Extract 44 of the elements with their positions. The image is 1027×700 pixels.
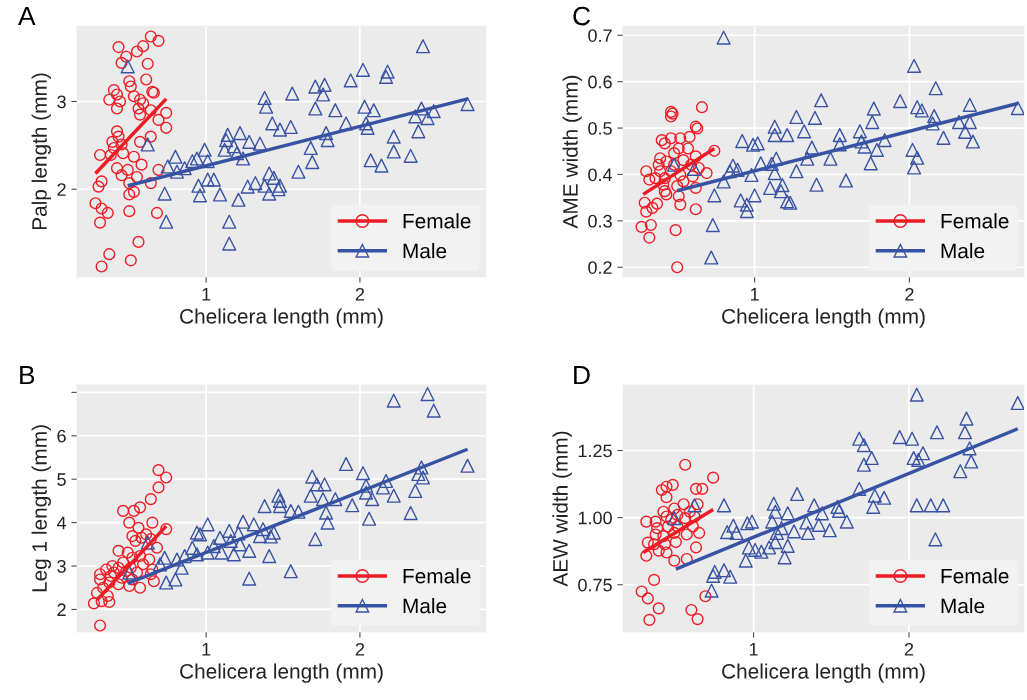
y-tick-label: 4	[56, 516, 67, 530]
y-tick-label: 5	[57, 473, 66, 486]
y-tick-label: 3	[57, 95, 66, 109]
y-tick-label: 0.5	[588, 122, 612, 135]
x-tick-label: 2	[904, 642, 914, 656]
y-tick-label: 0.75	[578, 578, 612, 592]
legend-label: Male	[403, 598, 447, 614]
x-tick-label: 1	[202, 288, 211, 301]
x-tick-label: 2	[355, 642, 365, 656]
legend-label: Male	[941, 243, 985, 259]
legend-label: Male	[403, 243, 447, 259]
y-tick-label: 2	[57, 183, 66, 196]
legend-label: Female	[403, 213, 471, 229]
y-axis-title: Leg 1 length (mm)	[31, 425, 51, 592]
y-tick-label: 2	[57, 603, 66, 616]
y-axis-title: AME width (mm)	[562, 75, 582, 229]
x-axis-title: Chelicera length (mm)	[722, 663, 925, 683]
y-tick-label: 0.7	[588, 29, 612, 42]
y-tick-label: 0.3	[588, 214, 612, 228]
y-tick-label: 1.25	[578, 444, 612, 458]
chart-title: D	[574, 365, 590, 385]
legend-label: Female	[403, 568, 471, 584]
y-axis-title: AEW width (mm)	[552, 431, 572, 587]
x-tick-label: 1	[750, 288, 759, 301]
y-axis-title: Palp length (mm)	[31, 73, 51, 230]
y-tick-label: 0.4	[588, 168, 613, 182]
y-tick-label: 6	[57, 429, 66, 443]
legend-label: Female	[941, 213, 1009, 229]
chart-title: B	[20, 365, 35, 385]
legend-label: Male	[941, 598, 985, 614]
y-tick-label: 1.00	[578, 511, 612, 525]
x-axis-title: Chelicera length (mm)	[180, 663, 383, 683]
chart-title: C	[573, 6, 591, 26]
x-tick-label: 1	[202, 643, 211, 656]
y-tick-label: 3	[57, 559, 66, 573]
x-tick-label: 1	[749, 643, 758, 656]
x-tick-label: 2	[905, 287, 914, 301]
legend-label: Female	[941, 568, 1009, 584]
chart-title: A	[18, 6, 36, 26]
y-tick-label: 0.6	[588, 75, 612, 89]
x-tick-label: 2	[355, 287, 365, 301]
y-tick-label: 0.2	[588, 261, 612, 274]
x-axis-title: Chelicera length (mm)	[180, 308, 383, 328]
x-axis-title: Chelicera length (mm)	[722, 308, 925, 328]
